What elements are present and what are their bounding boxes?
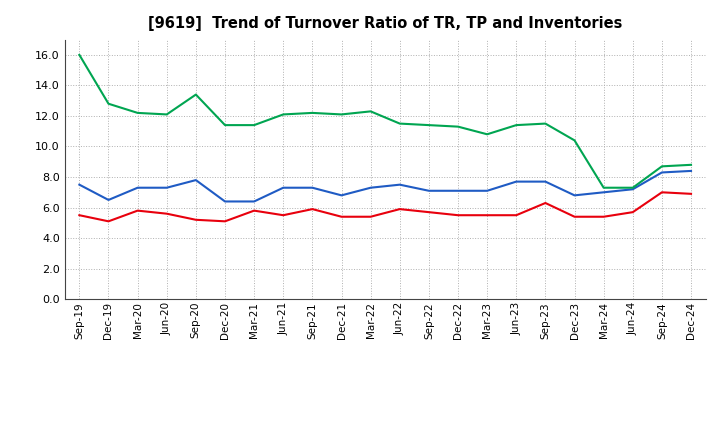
Inventories (395, 121, 404, 126)
Trade Receivables (337, 214, 346, 220)
Trade Payables (629, 187, 637, 192)
Inventories (425, 122, 433, 128)
Inventories (599, 185, 608, 191)
Trade Receivables (250, 208, 258, 213)
Trade Payables (104, 197, 113, 202)
Trade Payables (657, 170, 666, 175)
Trade Payables (483, 188, 492, 194)
Trade Receivables (192, 217, 200, 223)
Inventories (279, 112, 287, 117)
Inventories (220, 122, 229, 128)
Trade Payables (366, 185, 375, 191)
Inventories (366, 109, 375, 114)
Trade Payables (75, 182, 84, 187)
Trade Payables (220, 199, 229, 204)
Inventories (308, 110, 317, 116)
Trade Receivables (75, 213, 84, 218)
Trade Receivables (599, 214, 608, 220)
Trade Payables (570, 193, 579, 198)
Trade Receivables (308, 206, 317, 212)
Trade Payables (687, 168, 696, 173)
Title: [9619]  Trend of Turnover Ratio of TR, TP and Inventories: [9619] Trend of Turnover Ratio of TR, TP… (148, 16, 622, 32)
Inventories (133, 110, 142, 116)
Trade Payables (425, 188, 433, 194)
Trade Receivables (570, 214, 579, 220)
Inventories (657, 164, 666, 169)
Trade Payables (279, 185, 287, 191)
Inventories (163, 112, 171, 117)
Trade Payables (337, 193, 346, 198)
Trade Receivables (366, 214, 375, 220)
Trade Receivables (133, 208, 142, 213)
Trade Payables (541, 179, 550, 184)
Trade Payables (599, 190, 608, 195)
Line: Inventories: Inventories (79, 55, 691, 188)
Trade Receivables (163, 211, 171, 216)
Trade Receivables (687, 191, 696, 197)
Inventories (104, 101, 113, 106)
Trade Payables (163, 185, 171, 191)
Trade Receivables (512, 213, 521, 218)
Inventories (75, 52, 84, 58)
Inventories (250, 122, 258, 128)
Trade Payables (250, 199, 258, 204)
Trade Receivables (629, 209, 637, 215)
Trade Payables (454, 188, 462, 194)
Trade Receivables (454, 213, 462, 218)
Trade Payables (512, 179, 521, 184)
Trade Payables (308, 185, 317, 191)
Line: Trade Receivables: Trade Receivables (79, 192, 691, 221)
Trade Receivables (395, 206, 404, 212)
Trade Receivables (657, 190, 666, 195)
Inventories (512, 122, 521, 128)
Trade Receivables (541, 200, 550, 205)
Inventories (687, 162, 696, 168)
Inventories (337, 112, 346, 117)
Inventories (192, 92, 200, 97)
Inventories (541, 121, 550, 126)
Trade Payables (133, 185, 142, 191)
Inventories (570, 138, 579, 143)
Trade Receivables (104, 219, 113, 224)
Trade Payables (395, 182, 404, 187)
Inventories (454, 124, 462, 129)
Inventories (629, 185, 637, 191)
Trade Receivables (279, 213, 287, 218)
Trade Receivables (483, 213, 492, 218)
Line: Trade Payables: Trade Payables (79, 171, 691, 202)
Trade Receivables (220, 219, 229, 224)
Trade Receivables (425, 209, 433, 215)
Trade Payables (192, 177, 200, 183)
Inventories (483, 132, 492, 137)
